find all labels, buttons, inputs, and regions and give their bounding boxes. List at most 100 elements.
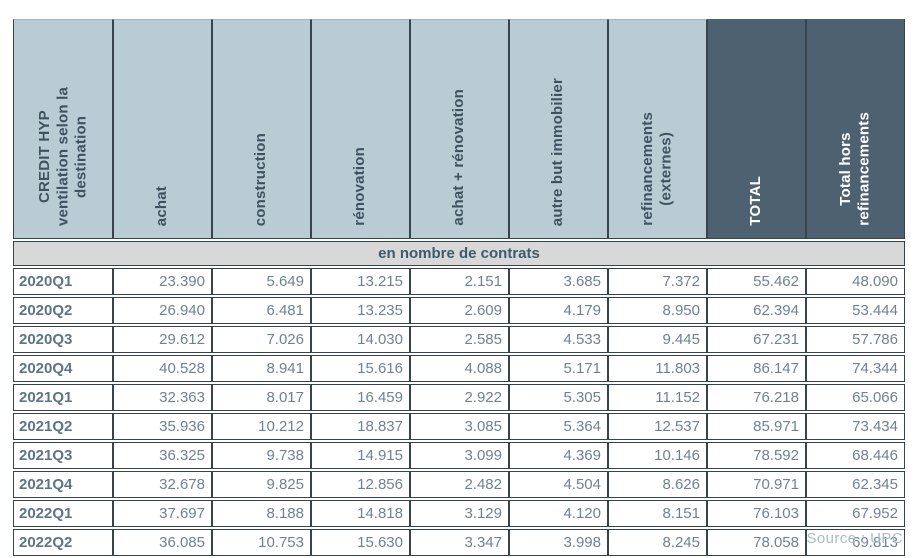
cell-value: 9.825 — [212, 471, 311, 498]
column-header-6: refinancements (externes) — [608, 19, 707, 239]
header-row: CREDIT HYP ventilation selon la destinat… — [13, 19, 905, 239]
column-header-8: Total hors refinancements — [806, 19, 905, 239]
cell-value: 16.459 — [311, 384, 410, 411]
table-row: 2021Q1 32.363 8.017 16.459 2.922 5.305 11.152 7… — [13, 384, 905, 411]
cell-value: 8.245 — [608, 529, 707, 556]
cell-value: 26.940 — [113, 297, 212, 324]
cell-value: 6.481 — [212, 297, 311, 324]
cell-value: 2.609 — [410, 297, 509, 324]
cell-value: 15.630 — [311, 529, 410, 556]
column-header-label: refinancements (externes) — [639, 112, 675, 226]
cell-value: 48.090 — [806, 268, 905, 295]
cell-value: 14.030 — [311, 326, 410, 353]
corner-header-cell: CREDIT HYP ventilation selon la destinat… — [13, 19, 113, 239]
column-header-1: achat — [113, 19, 212, 239]
table-row: 2021Q3 36.325 9.738 14.915 3.099 4.369 10.146 7… — [13, 442, 905, 469]
cell-value: 13.215 — [311, 268, 410, 295]
cell-value: 10.212 — [212, 413, 311, 440]
table-row: 2020Q3 29.612 7.026 14.030 2.585 4.533 9.445 67… — [13, 326, 905, 353]
cell-value: 4.369 — [509, 442, 608, 469]
cell-value: 37.697 — [113, 500, 212, 527]
cell-value: 3.099 — [410, 442, 509, 469]
cell-value: 74.344 — [806, 355, 905, 382]
cell-value: 12.856 — [311, 471, 410, 498]
cell-value: 36.325 — [113, 442, 212, 469]
row-label: 2020Q4 — [13, 355, 113, 382]
cell-value: 8.188 — [212, 500, 311, 527]
cell-value: 8.151 — [608, 500, 707, 527]
cell-value: 29.612 — [113, 326, 212, 353]
column-header-label: autre but immobilier — [549, 77, 567, 226]
cell-value: 4.120 — [509, 500, 608, 527]
cell-value: 40.528 — [113, 355, 212, 382]
cell-value: 5.305 — [509, 384, 608, 411]
source-label: Source : UPC — [806, 530, 903, 547]
cell-value: 8.626 — [608, 471, 707, 498]
cell-value: 3.347 — [410, 529, 509, 556]
row-label: 2021Q3 — [13, 442, 113, 469]
cell-value: 62.394 — [707, 297, 806, 324]
cell-value: 10.146 — [608, 442, 707, 469]
cell-value: 13.235 — [311, 297, 410, 324]
cell-value: 55.462 — [707, 268, 806, 295]
cell-value: 4.504 — [509, 471, 608, 498]
cell-value: 76.218 — [707, 384, 806, 411]
section-row: en nombre de contrats — [13, 241, 905, 266]
column-header-label: construction — [252, 132, 270, 226]
cell-value: 2.585 — [410, 326, 509, 353]
cell-value: 8.941 — [212, 355, 311, 382]
cell-value: 3.998 — [509, 529, 608, 556]
column-header-label: achat — [153, 185, 171, 226]
cell-value: 5.649 — [212, 268, 311, 295]
table-row: 2021Q4 32.678 9.825 12.856 2.482 4.504 8.626 70… — [13, 471, 905, 498]
row-label: 2021Q4 — [13, 471, 113, 498]
cell-value: 69.813 — [806, 529, 905, 556]
cell-value: 2.151 — [410, 268, 509, 295]
cell-value: 68.446 — [806, 442, 905, 469]
cell-value: 3.685 — [509, 268, 608, 295]
cell-value: 76.103 — [707, 500, 806, 527]
cell-value: 11.803 — [608, 355, 707, 382]
table-row: 2020Q2 26.940 6.481 13.235 2.609 4.179 8.950 62… — [13, 297, 905, 324]
table-row: 2020Q1 23.390 5.649 13.215 2.151 3.685 7.372 55… — [13, 268, 905, 295]
column-header-3: rénovation — [311, 19, 410, 239]
cell-value: 14.818 — [311, 500, 410, 527]
cell-value: 57.786 — [806, 326, 905, 353]
row-label: 2021Q2 — [13, 413, 113, 440]
cell-value: 23.390 — [113, 268, 212, 295]
table-row: 2020Q4 40.528 8.941 15.616 4.088 5.171 11.803 8… — [13, 355, 905, 382]
row-label: 2022Q1 — [13, 500, 113, 527]
table-row: 2022Q2 36.085 10.753 15.630 3.347 3.998 8.245 7… — [13, 529, 905, 556]
cell-value: 3.085 — [410, 413, 509, 440]
column-header-label: achat + rénovation — [450, 89, 468, 226]
cell-value: 65.066 — [806, 384, 905, 411]
cell-value: 78.058 — [707, 529, 806, 556]
cell-value: 35.936 — [113, 413, 212, 440]
cell-value: 9.738 — [212, 442, 311, 469]
cell-value: 70.971 — [707, 471, 806, 498]
row-label: 2022Q2 — [13, 529, 113, 556]
cell-value: 8.950 — [608, 297, 707, 324]
cell-value: 12.537 — [608, 413, 707, 440]
cell-value: 4.179 — [509, 297, 608, 324]
cell-value: 32.678 — [113, 471, 212, 498]
cell-value: 14.915 — [311, 442, 410, 469]
cell-value: 62.345 — [806, 471, 905, 498]
cell-value: 15.616 — [311, 355, 410, 382]
cell-value: 7.372 — [608, 268, 707, 295]
cell-value: 73.434 — [806, 413, 905, 440]
column-header-label: Total hors refinancements — [837, 112, 873, 226]
row-label: 2020Q1 — [13, 268, 113, 295]
cell-value: 85.971 — [707, 413, 806, 440]
column-header-7: TOTAL — [707, 19, 806, 239]
cell-value: 8.017 — [212, 384, 311, 411]
cell-value: 86.147 — [707, 355, 806, 382]
column-header-5: autre but immobilier — [509, 19, 608, 239]
cell-value: 36.085 — [113, 529, 212, 556]
row-label: 2020Q3 — [13, 326, 113, 353]
cell-value: 3.129 — [410, 500, 509, 527]
cell-value: 2.482 — [410, 471, 509, 498]
cell-value: 9.445 — [608, 326, 707, 353]
cell-value: 5.364 — [509, 413, 608, 440]
